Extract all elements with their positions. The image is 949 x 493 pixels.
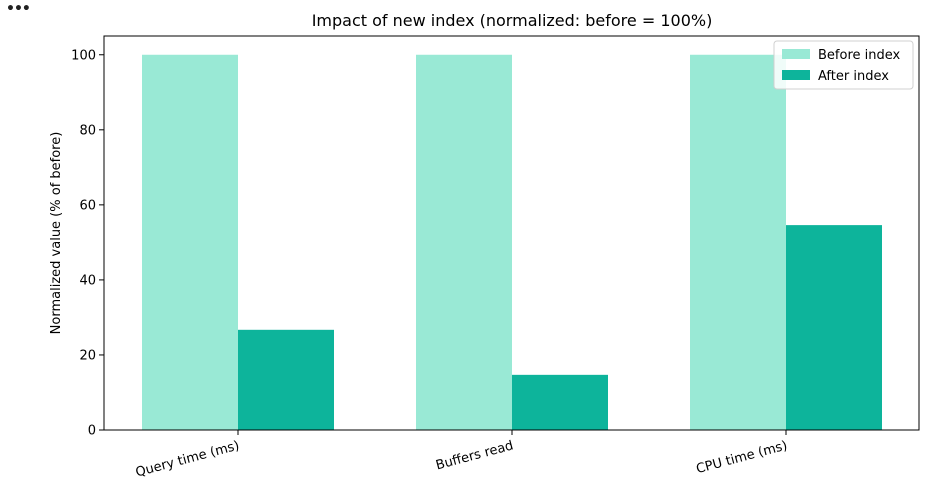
y-tick-label: 80 [79,123,96,138]
x-tick-label: Buffers read [434,438,515,473]
more-options-icon[interactable]: ••• [6,1,31,17]
bars-group [142,54,882,431]
bar-after-2 [786,225,882,430]
chart-title: Impact of new index (normalized: before … [312,11,713,30]
bar-before-1 [416,54,512,431]
legend-swatch [782,70,810,80]
y-tick-label: 60 [79,198,96,213]
y-tick-label: 40 [79,273,96,288]
legend-swatch [782,49,810,59]
legend: Before index After index [773,40,914,90]
y-axis-label: Normalized value (% of before) [49,132,64,335]
x-tick-label: Query time (ms) [134,438,241,480]
bar-after-1 [512,374,608,430]
y-axis: 0 20 40 60 80 100 [71,48,104,439]
y-tick-label: 20 [79,348,96,363]
x-tick-label: CPU time (ms) [695,438,789,477]
legend-label: After index [818,69,889,84]
bar-before-0 [142,54,238,431]
bar-before-2 [690,54,786,431]
bar-after-0 [238,329,334,430]
x-axis: Query time (ms) Buffers read CPU time (ms) [134,430,789,480]
y-tick-label: 0 [88,424,96,439]
legend-label: Before index [818,48,901,63]
y-tick-label: 100 [71,48,96,63]
